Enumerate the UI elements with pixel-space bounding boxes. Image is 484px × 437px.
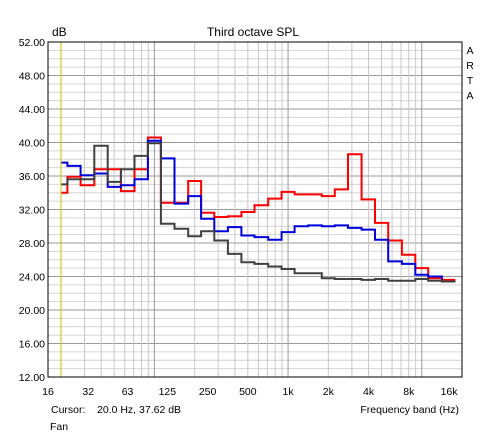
y-tick-label: 36.00 — [19, 171, 45, 183]
grid — [48, 42, 462, 377]
series-line-3 — [61, 142, 456, 283]
series-line-1 — [61, 136, 456, 281]
x-tick-label: 4k — [363, 386, 375, 398]
series-layer — [61, 136, 456, 283]
x-tick-label: 63 — [122, 386, 134, 398]
y-tick-label: 24.00 — [19, 272, 45, 284]
arta-letter: A — [466, 90, 473, 102]
y-tick-label: 52.00 — [19, 37, 45, 49]
x-tick-label: 125 — [159, 386, 177, 398]
arta-letter: A — [466, 45, 473, 57]
x-tick-label: 16 — [42, 386, 54, 398]
footer-caption: Fan — [50, 421, 68, 433]
x-axis-label: Frequency band (Hz) — [360, 404, 459, 416]
x-tick-label: 2k — [323, 386, 335, 398]
x-tick-label: 32 — [82, 386, 94, 398]
chart-title: Third octave SPL — [207, 25, 299, 39]
y-axis-label: dB — [52, 25, 67, 39]
y-tick-label: 28.00 — [19, 238, 45, 250]
arta-letter: R — [466, 60, 474, 72]
y-axis: 52.00 48.00 44.00 40.00 36.00 32.00 28.00 24.00… — [19, 37, 45, 384]
y-tick-label: 20.00 — [19, 305, 45, 317]
y-tick-label: 12.00 — [19, 372, 45, 384]
y-tick-label: 16.00 — [19, 339, 45, 351]
x-tick-label: 1k — [283, 386, 295, 398]
cursor-readout: 20.0 Hz, 37.62 dB — [97, 404, 181, 416]
x-tick-label: 250 — [199, 386, 217, 398]
y-tick-label: 40.00 — [19, 138, 45, 150]
x-tick-label: 16k — [441, 386, 459, 398]
y-tick-label: 44.00 — [19, 104, 45, 116]
y-tick-label: 48.00 — [19, 71, 45, 83]
y-tick-label: 32.00 — [19, 205, 45, 217]
x-tick-label: 500 — [239, 386, 257, 398]
series-line-2 — [61, 139, 456, 283]
cursor-label: Cursor: — [51, 404, 85, 416]
arta-letter: T — [467, 75, 474, 87]
plot-frame — [47, 41, 463, 378]
x-axis: 16 32 63 125 250 500 1k 2k 4k 8k 16k — [42, 386, 458, 398]
x-tick-label: 8k — [403, 386, 415, 398]
